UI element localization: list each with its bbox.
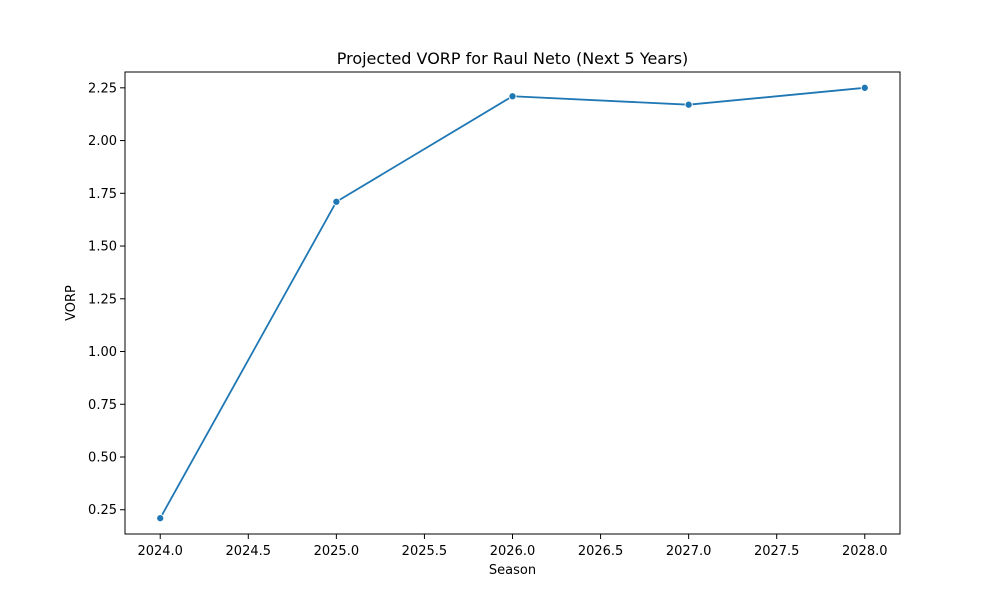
x-axis-ticks: 2024.0 2024.5 2025.0 2025.5 2026.0 2026.5 2027… bbox=[137, 534, 888, 559]
x-tick-label: 2024.0 bbox=[137, 544, 183, 559]
y-tick-label: 2.25 bbox=[88, 81, 117, 96]
x-tick-label: 2025.5 bbox=[402, 544, 448, 559]
x-tick-label: 2027.5 bbox=[754, 544, 800, 559]
y-axis-ticks: 0.25 0.50 0.75 1.00 1.25 1.50 1.75 2.00 2.25 bbox=[88, 81, 125, 518]
x-axis-label: Season bbox=[489, 563, 536, 578]
x-tick-label: 2028.0 bbox=[842, 544, 888, 559]
data-point-marker bbox=[684, 100, 693, 109]
x-tick-label: 2026.0 bbox=[490, 544, 536, 559]
plot-area-frame bbox=[124, 71, 901, 535]
y-tick-label: 1.25 bbox=[88, 292, 117, 307]
y-axis-label: VORP bbox=[64, 285, 79, 321]
x-tick-label: 2027.0 bbox=[666, 544, 712, 559]
chart-title: Projected VORP for Raul Neto (Next 5 Yea… bbox=[337, 49, 689, 68]
data-point-marker bbox=[332, 197, 341, 206]
y-tick-label: 0.25 bbox=[88, 503, 117, 518]
x-tick-label: 2025.0 bbox=[314, 544, 360, 559]
y-tick-label: 1.50 bbox=[88, 240, 117, 255]
series-layer bbox=[156, 83, 869, 523]
y-tick-label: 0.50 bbox=[88, 451, 117, 466]
x-tick-label: 2024.5 bbox=[226, 544, 272, 559]
y-tick-label: 2.00 bbox=[88, 134, 117, 149]
series-line bbox=[159, 86, 865, 519]
y-tick-label: 1.75 bbox=[88, 187, 117, 202]
y-tick-label: 0.75 bbox=[88, 398, 117, 413]
x-tick-label: 2026.5 bbox=[578, 544, 624, 559]
data-point-marker bbox=[508, 92, 517, 101]
data-point-marker bbox=[860, 83, 869, 92]
data-point-marker bbox=[156, 514, 165, 523]
y-tick-label: 1.00 bbox=[88, 345, 117, 360]
